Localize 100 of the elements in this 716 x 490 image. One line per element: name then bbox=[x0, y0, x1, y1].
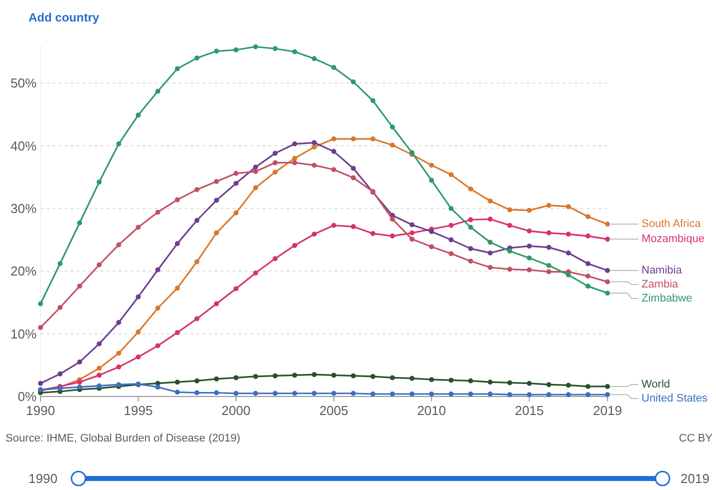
point bbox=[566, 272, 571, 278]
point bbox=[331, 148, 336, 154]
point bbox=[312, 372, 317, 378]
point bbox=[448, 251, 454, 256]
point bbox=[546, 202, 552, 208]
point bbox=[566, 204, 571, 210]
y-tick-label: 0% bbox=[18, 389, 37, 404]
x-tick-label: 2019 bbox=[593, 403, 622, 418]
point bbox=[468, 224, 474, 230]
point bbox=[194, 56, 200, 61]
point bbox=[58, 261, 63, 266]
point bbox=[272, 160, 278, 166]
point bbox=[526, 208, 532, 213]
x-tick-label: 2010 bbox=[417, 403, 446, 418]
point bbox=[585, 261, 590, 266]
point bbox=[507, 392, 512, 398]
text: 1990 bbox=[28, 471, 58, 486]
point bbox=[605, 268, 610, 274]
point bbox=[155, 210, 160, 215]
point bbox=[174, 241, 180, 246]
point bbox=[174, 286, 180, 291]
point bbox=[370, 374, 376, 379]
text: 2019 bbox=[680, 471, 710, 486]
point bbox=[253, 185, 258, 190]
text: Add country bbox=[28, 10, 100, 24]
point bbox=[331, 167, 336, 172]
point bbox=[390, 216, 395, 222]
point bbox=[136, 224, 141, 230]
point bbox=[174, 197, 180, 202]
point bbox=[253, 168, 258, 174]
point bbox=[234, 210, 239, 216]
point bbox=[526, 392, 532, 398]
point bbox=[292, 141, 298, 146]
point bbox=[546, 392, 552, 398]
point bbox=[292, 390, 298, 396]
point bbox=[331, 222, 336, 228]
text: CC BY bbox=[678, 432, 714, 444]
x-tick-label: 2005 bbox=[319, 403, 348, 418]
point bbox=[448, 237, 454, 242]
point bbox=[350, 79, 356, 84]
point bbox=[605, 279, 610, 284]
point bbox=[585, 392, 590, 398]
point bbox=[194, 187, 200, 192]
text: United States bbox=[642, 392, 708, 404]
point bbox=[234, 375, 239, 380]
point bbox=[488, 216, 493, 222]
point bbox=[390, 234, 395, 239]
point bbox=[409, 236, 414, 242]
point bbox=[546, 230, 552, 236]
point bbox=[155, 343, 160, 348]
point bbox=[96, 262, 102, 268]
text: Zambia bbox=[642, 278, 680, 291]
point bbox=[468, 217, 474, 222]
point bbox=[350, 175, 356, 180]
point bbox=[253, 390, 258, 396]
point bbox=[507, 207, 512, 212]
point bbox=[38, 325, 43, 330]
point bbox=[155, 88, 160, 94]
point bbox=[272, 373, 278, 378]
point bbox=[116, 364, 122, 370]
point bbox=[253, 374, 258, 379]
point bbox=[546, 269, 552, 274]
point bbox=[96, 383, 102, 388]
point bbox=[526, 244, 532, 249]
point bbox=[448, 206, 454, 211]
point bbox=[429, 162, 434, 168]
point bbox=[194, 390, 200, 396]
point bbox=[526, 228, 532, 234]
point bbox=[566, 232, 571, 237]
x-tick-label: 1990 bbox=[26, 403, 55, 418]
source-note: Source: IHME, Global Burden of Disease (2019) bbox=[6, 432, 240, 444]
point bbox=[370, 231, 376, 236]
point bbox=[350, 136, 356, 142]
point bbox=[77, 380, 82, 385]
point bbox=[272, 150, 278, 156]
point bbox=[390, 124, 395, 130]
y-tick-label: 50% bbox=[10, 76, 37, 91]
point bbox=[77, 284, 82, 289]
point bbox=[448, 378, 454, 383]
point bbox=[312, 140, 317, 146]
point bbox=[136, 112, 141, 118]
point bbox=[58, 305, 63, 310]
point bbox=[136, 354, 141, 360]
point bbox=[174, 66, 180, 72]
point bbox=[526, 380, 532, 386]
point bbox=[253, 44, 258, 50]
point bbox=[253, 270, 258, 276]
point bbox=[507, 266, 512, 272]
point bbox=[214, 376, 219, 382]
point bbox=[96, 366, 102, 371]
point bbox=[77, 384, 82, 390]
point bbox=[194, 316, 200, 322]
point bbox=[350, 224, 356, 230]
point bbox=[136, 329, 141, 334]
x-tick-label: 1995 bbox=[124, 403, 153, 418]
point bbox=[546, 382, 552, 388]
point bbox=[390, 142, 395, 148]
point bbox=[488, 250, 493, 256]
point bbox=[312, 390, 317, 396]
point bbox=[448, 391, 454, 396]
